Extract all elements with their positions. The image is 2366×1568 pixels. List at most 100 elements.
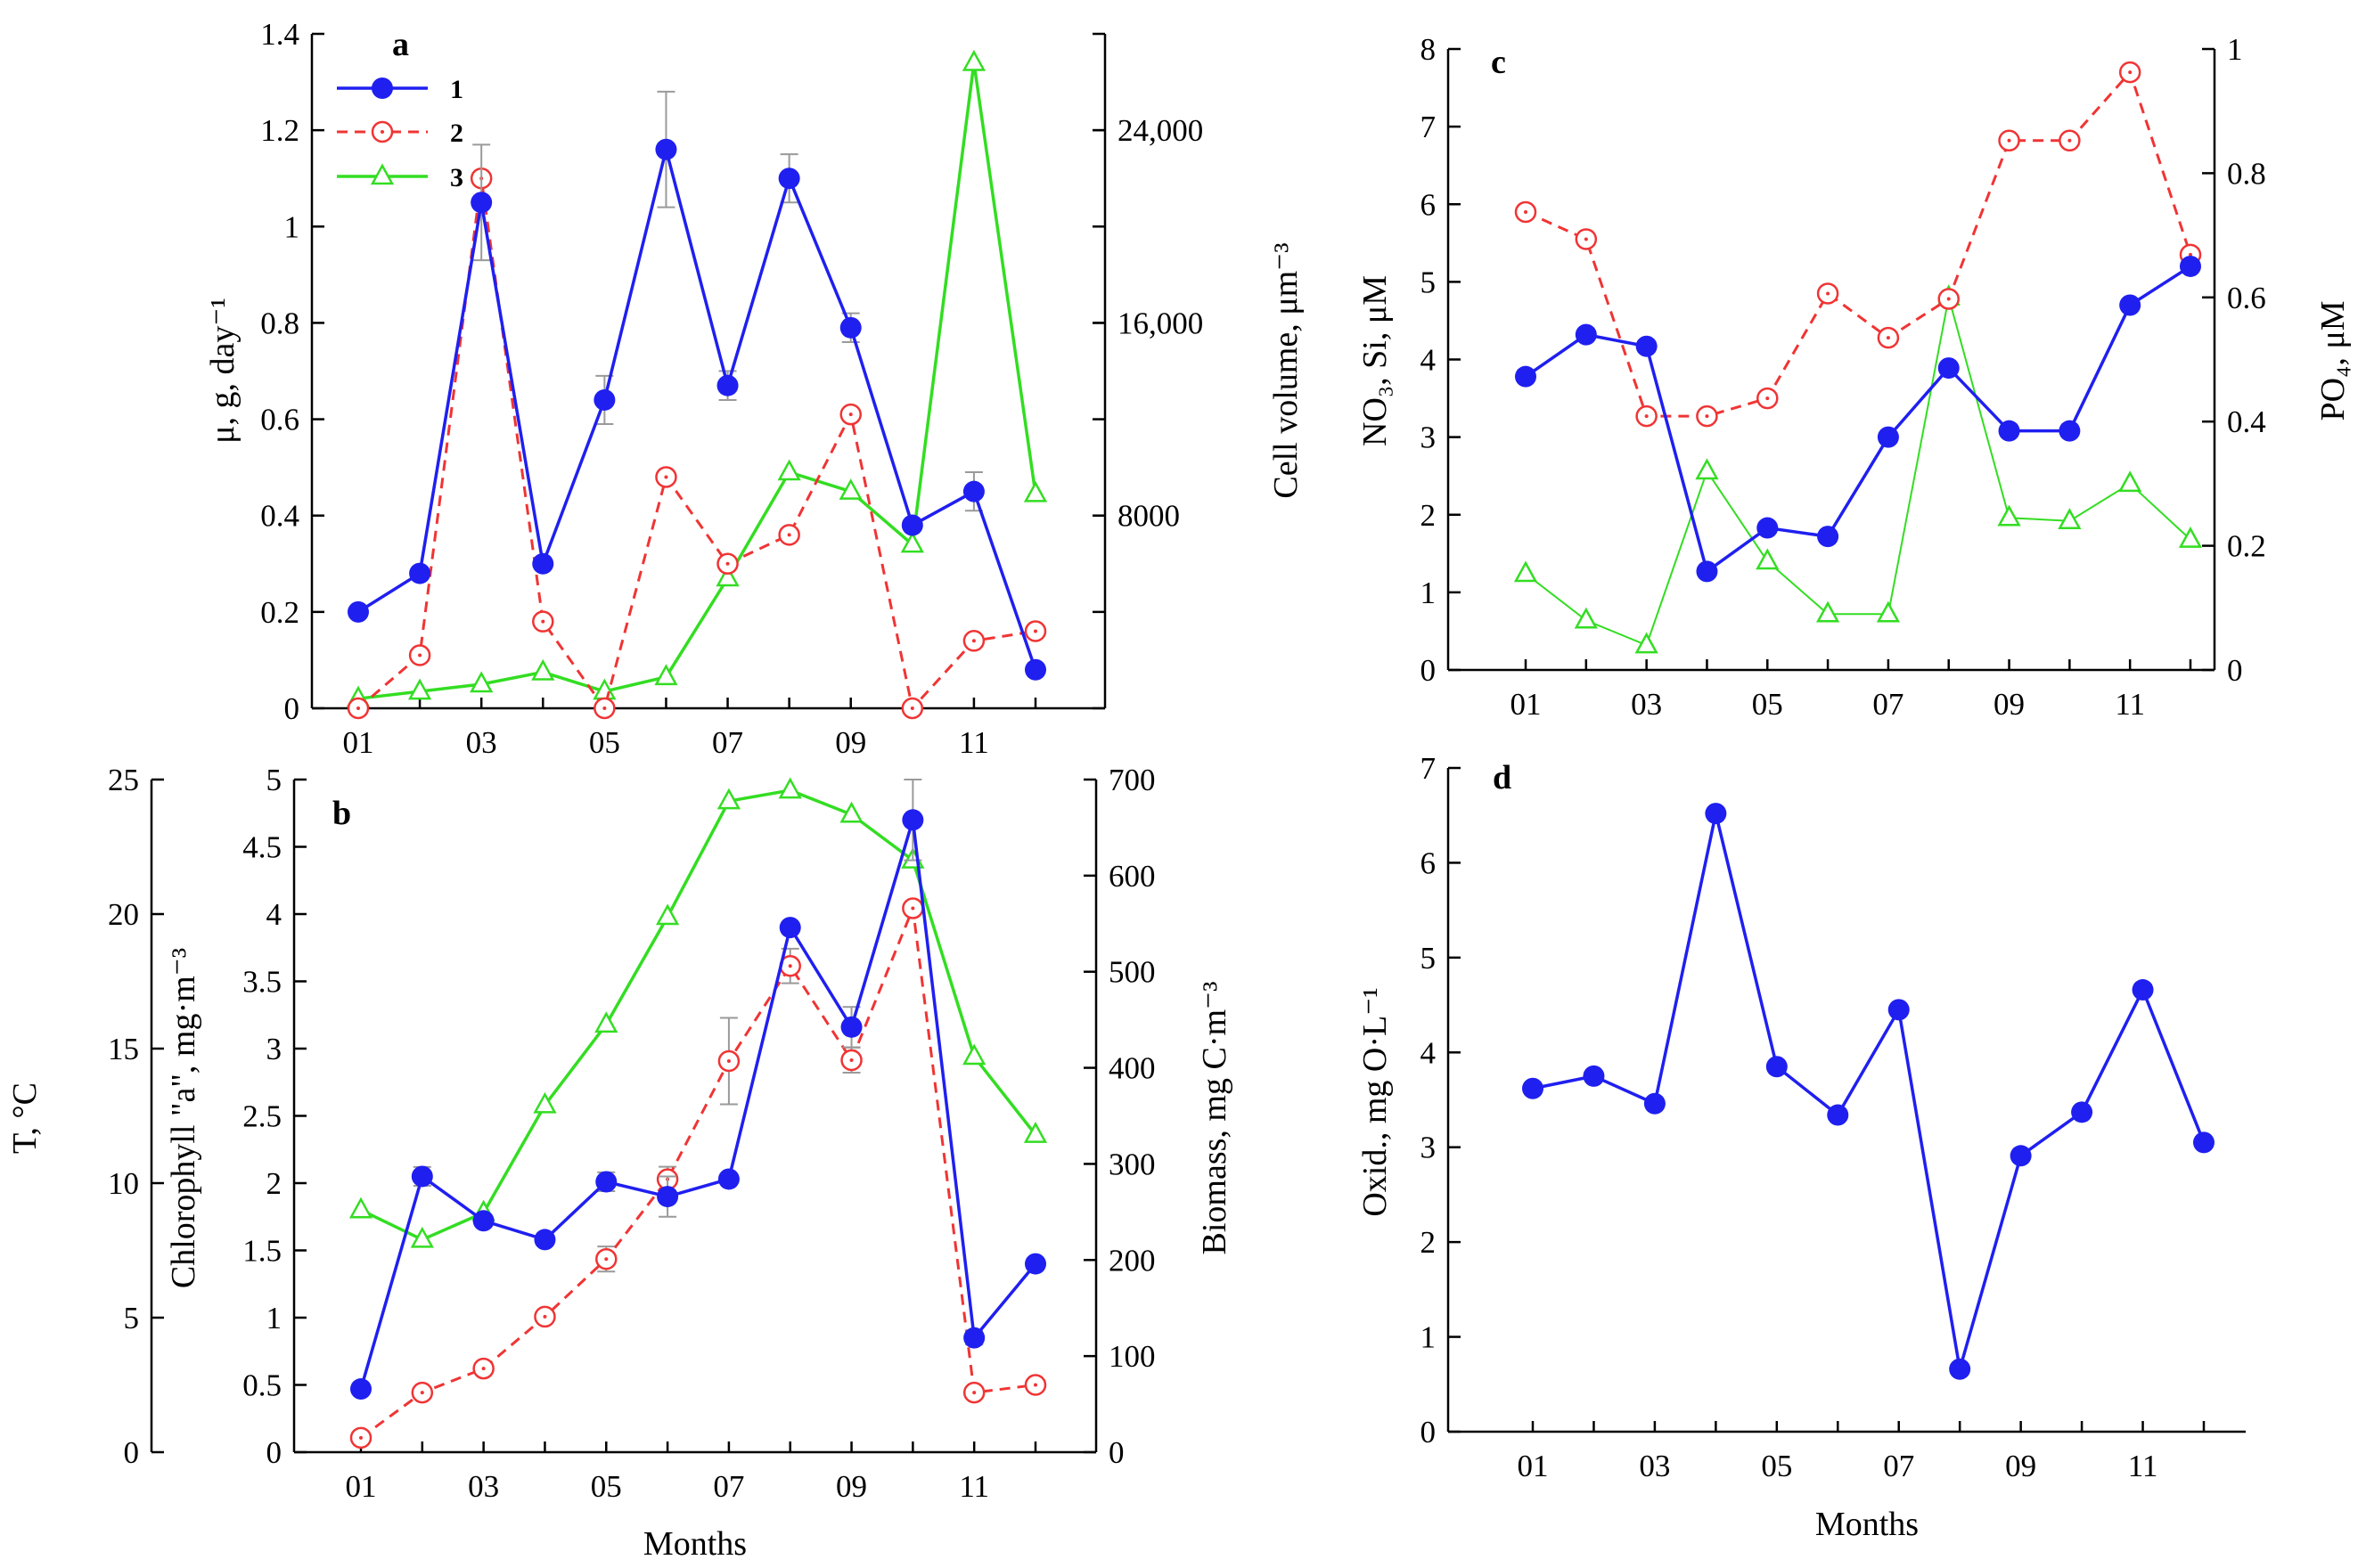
panel-b-biomass-point-12-dot — [1034, 1383, 1037, 1387]
panel-a-series-3-point-6 — [654, 664, 678, 686]
panel-a-series-1-point-6 — [655, 138, 677, 160]
panel-c-po4-line — [1525, 297, 2191, 647]
panel-b-outer-tick-label: 15 — [108, 1032, 139, 1066]
panel-a-left-tick-label: 0.8 — [260, 306, 299, 340]
panel-a-series-1-point-4 — [532, 552, 554, 575]
panel-b-chlorophyll-point-11 — [963, 1327, 986, 1349]
panel-b-left-tick-label: 1 — [266, 1301, 282, 1335]
panel-b-biomass-point-3-dot — [481, 1367, 486, 1371]
panel-a-letter: a — [392, 26, 409, 63]
panel-c-no3-point-4 — [1696, 560, 1718, 583]
panel-c-left-tick-label: 3 — [1420, 421, 1437, 455]
panel-b-temperature-point-4 — [533, 1091, 557, 1114]
panel-a-series-3-point-12 — [1023, 480, 1048, 502]
panel-a-left-tick-label: 0.6 — [260, 403, 299, 437]
panel-b-left-tick-label: 4 — [266, 897, 282, 932]
panel-d-oxidability-point-9 — [2010, 1145, 2032, 1167]
panel-c-x-tick-label: 07 — [1872, 687, 1903, 722]
panel-d-oxidability-point-3 — [1643, 1092, 1666, 1115]
panel-b-left-tick-label: 4.5 — [242, 830, 282, 865]
legend-marker-1 — [372, 78, 393, 99]
panel-c-left-tick-label: 8 — [1420, 32, 1437, 67]
panel-a-series-1-point-7 — [716, 374, 739, 396]
panel-d-oxidability-point-11 — [2132, 979, 2154, 1001]
panel-b-chlorophyll-point-8 — [779, 917, 801, 939]
panel-b-left-tick-label: 1.5 — [242, 1234, 282, 1269]
panel-a-left-tick-label: 0.2 — [260, 595, 299, 630]
legend-marker-3 — [370, 163, 395, 185]
panel-b-right-tick-label: 500 — [1109, 955, 1156, 990]
panel-a-series-2-point-4-dot — [541, 619, 545, 624]
panel-c-no3-point-9 — [1998, 420, 2020, 442]
panel-c-si-point-9-dot — [2007, 138, 2011, 143]
panel-c-no3-point-7 — [1877, 426, 1899, 448]
panel-b-x-tick-label: 07 — [713, 1469, 744, 1504]
panel-c-no3-line — [1525, 265, 2191, 575]
panel-a: 0 0.2 0.4 0.6 0.8 1 1.2 1.4 8000 16,000 24,000 01… — [204, 17, 1305, 760]
legend-item-3: 3 — [337, 163, 463, 192]
panel-b-left-tick-label: 2.5 — [242, 1099, 282, 1134]
panel-c-no3-point-1 — [1515, 365, 1536, 388]
panel-c-po4-point-10 — [2058, 508, 2082, 529]
panel-c-po4-point-3 — [1634, 632, 1658, 654]
panel-a-series-3-point-4 — [531, 658, 555, 681]
panel-a-x-tick-label: 07 — [712, 725, 743, 760]
panel-c-si-point-3-dot — [1644, 414, 1649, 419]
panel-d-left-tick-label: 0 — [1420, 1415, 1437, 1450]
legend-label-3: 3 — [450, 163, 463, 192]
panel-d-oxidability-point-7 — [1887, 999, 1910, 1021]
panel-c-si-point-10-dot — [2067, 138, 2072, 143]
panel-a-series-2-point-11-dot — [971, 639, 976, 643]
panel-c-si-point-6-dot — [1826, 291, 1830, 296]
panel-d-oxidability-point-5 — [1765, 1056, 1788, 1078]
panel-b-temperature-point-2 — [410, 1226, 434, 1248]
panel-b-biomass-point-11-dot — [972, 1391, 977, 1395]
panel-c-si-point-12-dot — [2189, 252, 2192, 257]
panel-c-po4-point-7 — [1876, 600, 1901, 623]
panel-b-x-tick-label: 11 — [959, 1469, 989, 1504]
panel-b-right-tick-label: 200 — [1109, 1243, 1156, 1278]
panel-b-temperature-point-9 — [839, 801, 864, 823]
panel-d-left-ticks: 0 1 2 3 4 5 6 7 — [1420, 751, 1461, 1450]
panel-b-chlorophyll-point-2 — [411, 1165, 433, 1188]
panel-b-left-tick-label: 0 — [266, 1435, 282, 1470]
panel-a-series-2-point-6-dot — [664, 475, 668, 479]
legend-label-2: 2 — [450, 118, 463, 148]
panel-b-chlorophyll-point-12 — [1025, 1253, 1046, 1275]
panel-c-x-tick-label: 09 — [1993, 687, 2025, 722]
panel-a-series-2-point-9-dot — [848, 412, 853, 417]
legend-item-2: 2 — [337, 118, 463, 148]
panel-c-po4-point-5 — [1756, 548, 1780, 570]
panel-c-po4-point-2 — [1574, 607, 1598, 629]
panel-d-oxidability-point-10 — [2071, 1101, 2093, 1123]
panel-c-left-tick-label: 0 — [1420, 653, 1437, 688]
panel-a-series-1-point-9 — [839, 316, 862, 339]
panel-b-right-tick-label: 100 — [1109, 1339, 1156, 1374]
panel-b-left-axis-label: Chlorophyll "a", mg·m⁻³ — [165, 948, 202, 1288]
panel-c-si-point-5-dot — [1765, 396, 1770, 401]
panel-c-si-point-4-dot — [1705, 414, 1709, 419]
panel-c-letter: c — [1491, 44, 1506, 81]
panel-a-series-2-point-2-dot — [418, 653, 422, 657]
panel-c-left-tick-label: 1 — [1420, 576, 1437, 610]
panel-d-oxidability-point-4 — [1705, 803, 1727, 825]
panel-d-x-tick-label: 05 — [1761, 1449, 1792, 1483]
panel-b-right-tick-label: 0 — [1109, 1435, 1125, 1470]
panel-d-oxidability-point-2 — [1583, 1065, 1605, 1087]
panel-a-right-ticks: 8000 16,000 24,000 — [1093, 32, 1203, 710]
panel-a-series-1-point-3 — [471, 192, 493, 214]
panel-a-series-3-point-7 — [716, 565, 740, 587]
panel-d-left-tick-label: 4 — [1420, 1035, 1437, 1070]
panel-b-plot — [348, 777, 1048, 1450]
panel-a-left-tick-label: 1.4 — [260, 17, 299, 52]
panel-c-left-tick-label: 5 — [1420, 265, 1437, 299]
panel-b-biomass-point-7-dot — [726, 1059, 731, 1064]
panel-c-po4-point-11 — [2118, 470, 2142, 493]
panel-b-outer-ticks: 0 5 10 15 20 25 — [108, 763, 164, 1470]
panel-a-series-1-point-1 — [348, 600, 369, 623]
panel-b-right-tick-label: 700 — [1109, 763, 1156, 797]
panel-c-si-point-11-dot — [2128, 70, 2133, 75]
panel-d-x-tick-label: 11 — [2128, 1449, 2158, 1483]
panel-c-right-axis-label: PO₄, μM — [2314, 301, 2352, 421]
panel-a-series-1-point-8 — [778, 167, 800, 190]
